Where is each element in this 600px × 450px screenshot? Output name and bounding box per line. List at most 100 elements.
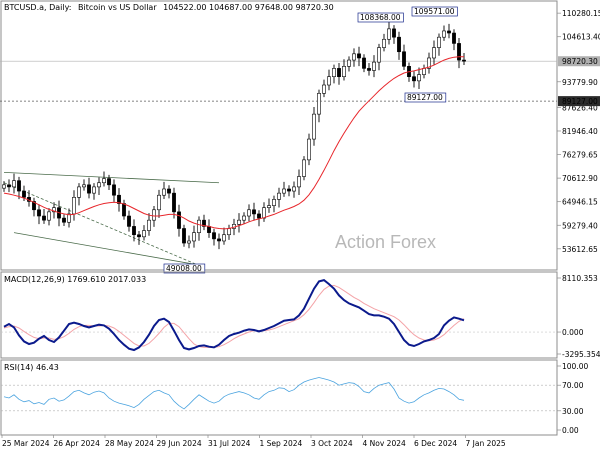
candle-body <box>107 178 111 186</box>
price-tick-label: 70612.90 <box>562 174 598 183</box>
price-tick-label: 110280.15 <box>562 9 600 18</box>
candle-body <box>162 188 166 196</box>
candle-body <box>72 197 76 215</box>
candle-body <box>177 211 181 229</box>
svg-text:BTCUSD.a, Daily: Bitcoin v: BTCUSD.a, Daily: Bitcoin vs US Dollar 10… <box>4 3 334 12</box>
candle-body <box>147 219 151 231</box>
candle-body <box>212 232 216 240</box>
candle-body <box>377 47 381 63</box>
candle-body <box>387 28 391 40</box>
ohlc-values: 104522.00 104687.00 97648.00 98720.30 <box>163 3 334 12</box>
candle-body <box>197 219 201 233</box>
price-plot: 108368.00 109571.00 89127.00 49008.00 <box>0 6 557 274</box>
candle-body <box>432 47 436 59</box>
candle-body <box>202 219 206 227</box>
time-axis: 25 Mar 2024 26 Apr 2024 28 May 2024 29 Jun … <box>1 435 506 448</box>
candle-body <box>167 188 171 194</box>
candle-body <box>32 201 36 211</box>
rsi-tick-label: 30.00 <box>562 407 584 416</box>
candle-body <box>317 93 321 115</box>
candle-body <box>427 57 431 69</box>
candle-body <box>157 194 161 211</box>
time-tick-label: 31 Jul 2024 <box>208 439 251 448</box>
candle-body <box>402 51 406 67</box>
candle-body <box>122 203 126 217</box>
candle-body <box>397 36 401 53</box>
candle-body <box>307 138 311 161</box>
low-annotation-2-box <box>163 263 206 274</box>
low-annotation-2: 49008.00 <box>166 264 202 273</box>
symbol-label: BTCUSD.a, Daily: <box>4 3 71 12</box>
candle-body <box>82 184 86 188</box>
rsi-axis: 100.00 70.00 30.00 0.00 <box>557 362 588 435</box>
level-label: 89127.00 <box>562 97 598 106</box>
price-tick-label: 81946.40 <box>562 127 598 136</box>
candle-body <box>252 209 256 215</box>
time-tick-label: 29 Jun 2024 <box>157 439 202 448</box>
candle-body <box>302 159 306 177</box>
candle-body <box>357 53 361 59</box>
rsi-tick-label: 0.00 <box>562 426 579 435</box>
candle-body <box>47 211 51 221</box>
candle-body <box>12 180 16 188</box>
rsi-title: RSI(14) 46.43 <box>4 363 59 372</box>
candle-body <box>332 68 336 77</box>
level-badge <box>558 96 600 107</box>
candle-body <box>237 219 241 225</box>
candle-body <box>442 30 446 38</box>
macd-axis: 8110.353 0.000 -3295.354 <box>557 274 600 359</box>
watermark: Action Forex <box>335 232 436 252</box>
candle-body <box>257 213 261 219</box>
candle-body <box>67 213 71 223</box>
candle-body <box>17 180 21 192</box>
macd-plot <box>1 279 557 352</box>
trendline-lower <box>13 232 205 267</box>
macd-main-line <box>3 279 465 352</box>
price-tick-label: 87626.40 <box>562 103 598 112</box>
price-tick-label: 76279.65 <box>562 151 598 160</box>
candle-body <box>457 43 461 61</box>
candle-body <box>277 192 281 200</box>
candle-body <box>102 178 106 184</box>
candle-body <box>247 209 251 217</box>
candle-body <box>7 184 11 188</box>
candle-body <box>132 226 136 236</box>
candle-body <box>312 113 316 140</box>
rsi-tick-label: 100.00 <box>562 362 588 371</box>
candle-body <box>382 38 386 48</box>
candle-body <box>22 190 26 198</box>
high-annotation-1-box <box>357 12 404 23</box>
instrument-name: Bitcoin vs US Dollar <box>78 3 157 12</box>
candle-body <box>262 207 266 219</box>
rsi-tick-label: 70.00 <box>562 381 584 390</box>
current-price-badge <box>558 56 600 67</box>
candle-body <box>152 209 156 221</box>
candle-body <box>127 215 131 227</box>
time-tick-label: 7 Jan 2025 <box>466 439 506 448</box>
candle-body <box>62 217 66 223</box>
price-panel-frame <box>0 0 558 271</box>
candle-body <box>322 84 326 94</box>
candle-body <box>137 234 141 238</box>
candle-body <box>87 184 91 194</box>
candle-body <box>392 28 396 38</box>
time-tick-label: 3 Oct 2024 <box>311 439 353 448</box>
candle-body <box>182 228 186 244</box>
candle-body <box>142 230 146 238</box>
candle-body <box>462 59 466 62</box>
candle-body <box>267 205 271 208</box>
macd-tick-label: -3295.354 <box>562 350 600 359</box>
price-tick-label: 93779.90 <box>562 78 598 87</box>
candle-body <box>117 194 121 204</box>
candle-body <box>292 186 296 192</box>
trendline-diagonal <box>3 182 200 266</box>
candle-body <box>337 68 341 77</box>
price-tick-label: 104613.40 <box>562 33 600 42</box>
macd-title: MACD(12,26,9) 1769.610 2017.033 <box>4 275 146 284</box>
candle-body <box>97 182 101 188</box>
time-tick-label: 4 Nov 2024 <box>363 439 406 448</box>
candle-body <box>452 32 456 44</box>
candle-body <box>42 215 46 221</box>
